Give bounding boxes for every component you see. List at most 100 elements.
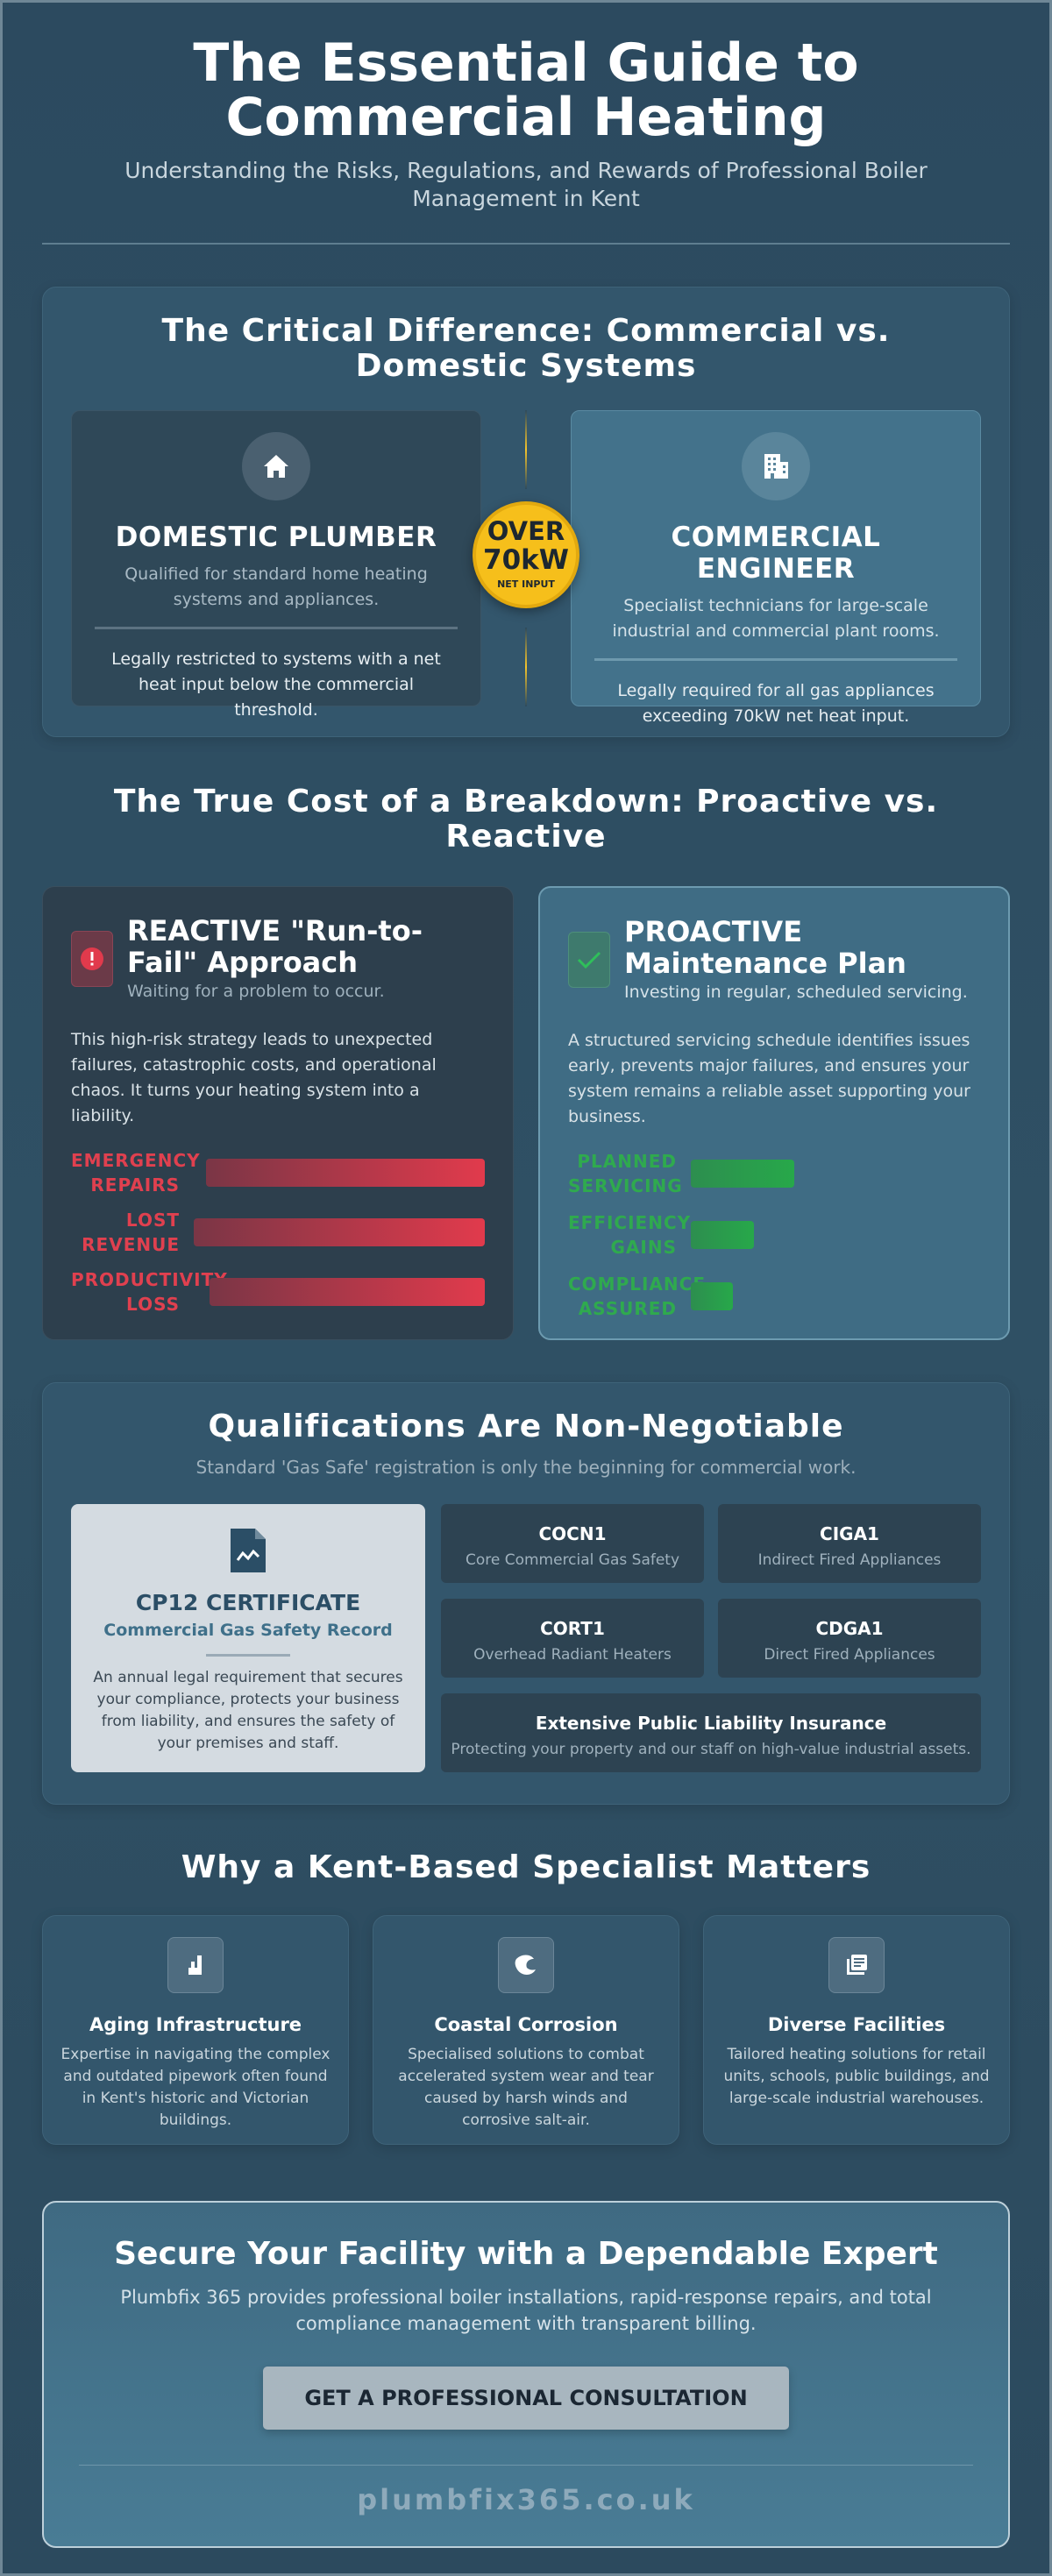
card-description: Specialist technicians for large-scale i… bbox=[612, 596, 940, 641]
card-body: A structured servicing schedule identifi… bbox=[568, 1031, 970, 1126]
card-body: This high-risk strategy leads to unexpec… bbox=[71, 1030, 437, 1125]
bar-row: PRODUCTIVITY LOSS bbox=[71, 1267, 485, 1316]
card-heading: COMMERCIAL ENGINEER bbox=[671, 522, 881, 585]
card-description: Qualified for standard home heating syst… bbox=[124, 564, 428, 609]
qualification: COCN1 Core Commercial Gas Safety bbox=[441, 1504, 704, 1583]
local-card: Diverse Facilities Tailored heating solu… bbox=[703, 1915, 1010, 2145]
bar-label: COMPLIANCE ASSURED bbox=[568, 1274, 706, 1319]
card-subheading: Investing in regular, scheduled servicin… bbox=[624, 983, 968, 1002]
insurance: Extensive Public Liability Insurance Prot… bbox=[441, 1693, 981, 1772]
commercial-card: COMMERCIAL ENGINEER Specialist technicia… bbox=[571, 410, 981, 726]
domestic-card: DOMESTIC PLUMBER Qualified for standard … bbox=[71, 410, 481, 720]
separator bbox=[95, 627, 458, 629]
cta-body: Plumbfix 365 provides professional boile… bbox=[120, 2287, 932, 2334]
bar-row: PLANNED SERVICING bbox=[568, 1149, 980, 1198]
section-title: The Critical Difference: Commercial vs. … bbox=[161, 313, 891, 384]
qualification-description: Indirect Fired Appliances bbox=[757, 1551, 942, 1569]
subtitle: Understanding the Risks, Regulations, an… bbox=[124, 158, 928, 211]
divider bbox=[42, 243, 1010, 245]
alert-icon bbox=[71, 931, 113, 987]
icon bbox=[764, 454, 788, 479]
insurance-description: Protecting your property and our staff o… bbox=[451, 1741, 971, 1758]
bar-label: EFFICIENCY GAINS bbox=[568, 1212, 692, 1258]
bar-row: COMPLIANCE ASSURED bbox=[568, 1272, 980, 1321]
card-title: Diverse Facilities bbox=[767, 2014, 946, 2035]
bar bbox=[194, 1218, 485, 1246]
card-title: Coastal Corrosion bbox=[434, 2014, 618, 2035]
document-icon bbox=[231, 1529, 266, 1572]
qualifications-grid: CP12 CERTIFICATE Commercial Gas Safety R… bbox=[71, 1504, 981, 1772]
cta-title: Secure Your Facility with a Dependable E… bbox=[114, 2236, 938, 2272]
bar-label: EMERGENCY REPAIRS bbox=[71, 1150, 201, 1196]
bar-label: LOST REVENUE bbox=[82, 1210, 180, 1255]
bar bbox=[206, 1159, 485, 1187]
bar bbox=[210, 1278, 485, 1306]
icon bbox=[577, 951, 601, 969]
reactive-card: REACTIVE "Run-to-Fail" Approach Waiting … bbox=[42, 886, 514, 1340]
card-note: Legally required for all gas appliances … bbox=[617, 681, 935, 726]
home-icon bbox=[242, 432, 310, 500]
cost-comparison: REACTIVE "Run-to-Fail" Approach Waiting … bbox=[42, 886, 1010, 1340]
qualification-code: CORT1 bbox=[540, 1618, 605, 1639]
comparison: DOMESTIC PLUMBER Qualified for standard … bbox=[71, 410, 981, 726]
card-body: Expertise in navigating the complex and … bbox=[60, 2046, 331, 2129]
qualification-code: CDGA1 bbox=[815, 1618, 884, 1639]
icon bbox=[81, 947, 103, 970]
certificate-body: An annual legal requirement that secures… bbox=[93, 1669, 403, 1752]
website: plumbfix365.co.uk bbox=[357, 2483, 695, 2516]
card-subheading: Waiting for a problem to occur. bbox=[127, 982, 385, 1001]
qualification: CORT1 Overhead Radiant Heaters bbox=[441, 1599, 704, 1678]
card-heading: PROACTIVE Maintenance Plan bbox=[624, 915, 906, 980]
section-title: Why a Kent-Based Specialist Matters bbox=[181, 1849, 871, 1885]
local-card: Coastal Corrosion Specialised solutions … bbox=[373, 1915, 679, 2145]
separator bbox=[594, 658, 957, 661]
certificate-subheading: Commercial Gas Safety Record bbox=[103, 1621, 393, 1640]
comparison-section: The Critical Difference: Commercial vs. … bbox=[42, 287, 1010, 737]
local-cards: Aging Infrastructure Expertise in naviga… bbox=[42, 1915, 1010, 2145]
qualification-description: Core Commercial Gas Safety bbox=[465, 1551, 680, 1569]
qualification-description: Direct Fired Appliances bbox=[764, 1646, 935, 1664]
qualification-code: CIGA1 bbox=[820, 1523, 879, 1544]
threshold-badge: OVER 70kW NET INPUT bbox=[473, 501, 579, 608]
consultation-button[interactable]: GET A PROFESSIONAL CONSULTATION bbox=[263, 2367, 789, 2430]
card-title: Aging Infrastructure bbox=[89, 2014, 302, 2035]
bar-list: EMERGENCY REPAIRS LOST REVENUE PRODUCTIV… bbox=[71, 1148, 485, 1316]
card-header: REACTIVE "Run-to-Fail" Approach Waiting … bbox=[71, 915, 485, 1001]
badge-text: NET INPUT bbox=[497, 578, 555, 590]
badge-text: OVER bbox=[487, 516, 565, 546]
connector bbox=[525, 628, 527, 706]
bar-label: PLANNED SERVICING bbox=[568, 1151, 683, 1196]
connector bbox=[525, 410, 527, 489]
bar bbox=[691, 1282, 733, 1310]
call-to-action: Secure Your Facility with a Dependable E… bbox=[42, 2201, 1010, 2548]
card-header: PROACTIVE Maintenance Plan Investing in … bbox=[568, 916, 980, 1002]
qualification: CIGA1 Indirect Fired Appliances bbox=[718, 1504, 981, 1583]
bar bbox=[691, 1221, 754, 1249]
section-title: Qualifications Are Non-Negotiable bbox=[208, 1409, 844, 1444]
building-icon bbox=[742, 432, 810, 500]
card-heading: REACTIVE "Run-to-Fail" Approach bbox=[127, 914, 423, 979]
separator bbox=[206, 1654, 290, 1657]
section-subtitle: Standard 'Gas Safe' registration is only… bbox=[195, 1457, 857, 1478]
qualification: CDGA1 Direct Fired Appliances bbox=[718, 1599, 981, 1678]
card-note: Legally restricted to systems with a net… bbox=[111, 649, 441, 720]
section-title: The True Cost of a Breakdown: Proactive … bbox=[113, 784, 939, 855]
card-heading: DOMESTIC PLUMBER bbox=[115, 522, 437, 553]
icon bbox=[847, 1955, 867, 1975]
certificate-card: CP12 CERTIFICATE Commercial Gas Safety R… bbox=[71, 1504, 425, 1772]
bar bbox=[691, 1160, 794, 1188]
card-body: Specialised solutions to combat accelera… bbox=[398, 2046, 654, 2129]
title: The Essential Guide to Commercial Heatin… bbox=[193, 32, 859, 148]
icon bbox=[515, 1955, 536, 1975]
local-card: Aging Infrastructure Expertise in naviga… bbox=[42, 1915, 349, 2145]
qualifications-section: Qualifications Are Non-Negotiable Standa… bbox=[42, 1382, 1010, 1805]
icon bbox=[188, 1955, 202, 1975]
icon bbox=[264, 455, 288, 478]
bar-row: EFFICIENCY GAINS bbox=[568, 1210, 980, 1260]
card-body: Tailored heating solutions for retail un… bbox=[723, 2046, 990, 2107]
qualification-code: COCN1 bbox=[538, 1523, 607, 1544]
library-icon bbox=[828, 1937, 885, 1993]
proactive-card: PROACTIVE Maintenance Plan Investing in … bbox=[538, 886, 1010, 1340]
certificate-heading: CP12 CERTIFICATE bbox=[135, 1590, 361, 1615]
